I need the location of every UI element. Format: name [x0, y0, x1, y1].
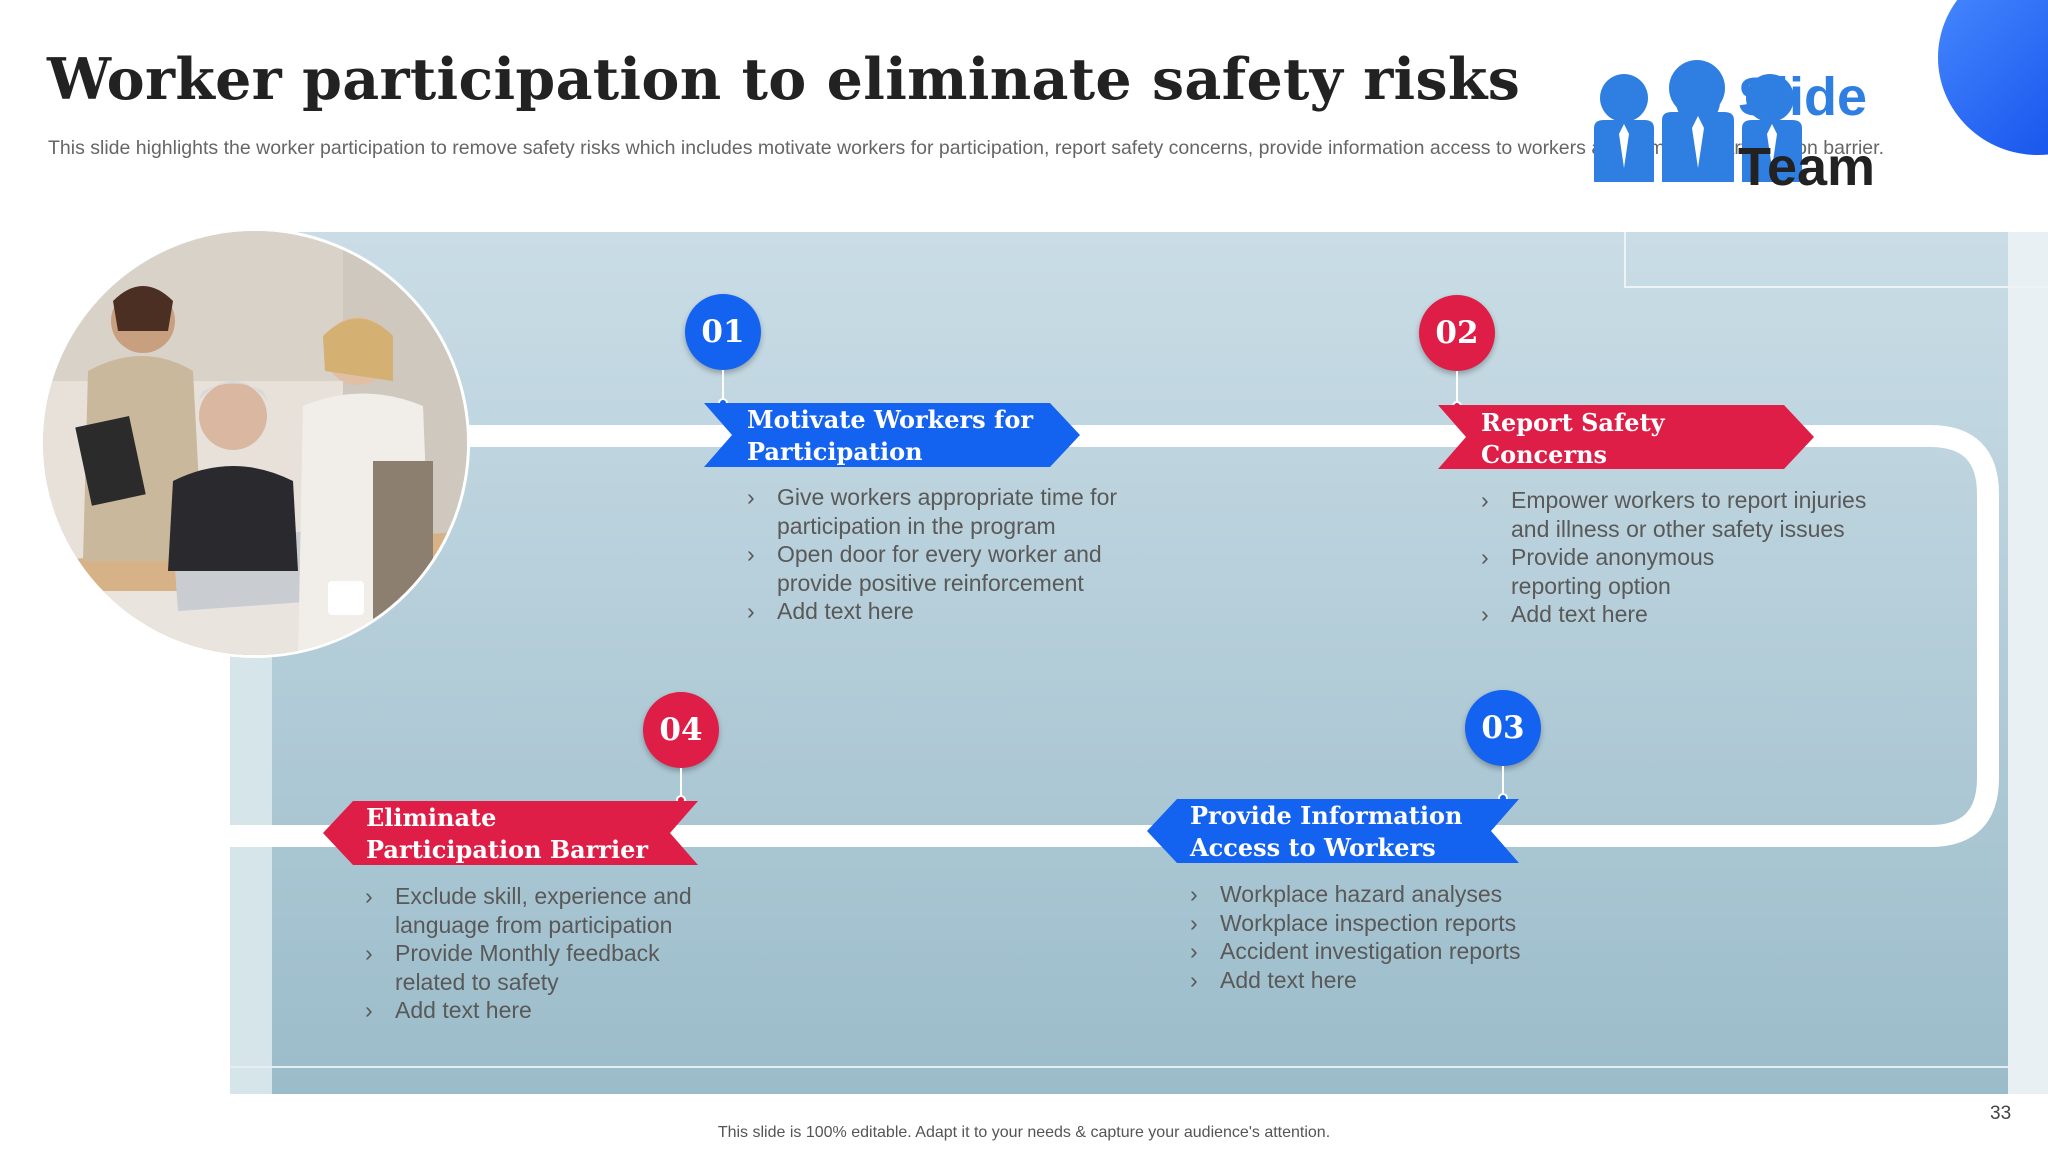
step-2-title-line-2: Concerns	[1481, 440, 1608, 469]
frame-outline	[1624, 232, 2048, 288]
step-1-bullet-3: Add text here	[747, 597, 1117, 626]
step-4-title-ribbon: Eliminate Participation Barrier	[323, 801, 698, 865]
step-3-connector	[1502, 766, 1504, 796]
step-1-number-badge: 01	[685, 294, 761, 370]
slide-title: Worker participation to eliminate safety…	[47, 46, 1521, 113]
footer-note: This slide is 100% editable. Adapt it to…	[717, 1124, 1331, 1141]
step-3-title-ribbon: Provide Information Access to Workers	[1147, 799, 1519, 863]
step-1-title-ribbon: Motivate Workers for Participation	[704, 403, 1080, 467]
slide-subtitle: This slide highlights the worker partici…	[48, 137, 1884, 159]
step-4-connector	[680, 768, 682, 798]
step-1-title-line-1: Motivate Workers for	[747, 405, 1034, 434]
step-2-title-line-1: Report Safety	[1481, 408, 1665, 437]
step-3-title-line-1: Provide Information	[1190, 801, 1463, 830]
step-3-number-badge: 03	[1465, 690, 1541, 766]
business-team-photo	[40, 228, 470, 658]
step-1-connector	[722, 370, 724, 404]
step-4-title-line-2: Participation Barrier	[366, 835, 649, 864]
step-1-bullet-list: Give workers appropriate time forpartici…	[747, 483, 1117, 626]
step-2-number-badge: 02	[1419, 295, 1495, 371]
step-2-bullet-3: Add text here	[1481, 600, 1866, 629]
panel-bottom-line	[230, 1066, 2008, 1068]
step-1-title-line-2: Participation	[747, 437, 923, 466]
step-2-connector	[1456, 371, 1458, 405]
panel-right-strip	[2008, 232, 2048, 1094]
step-4-number-badge: 04	[643, 692, 719, 768]
logo-text-slide: Slide	[1738, 67, 1868, 127]
step-1-bullet-1: Give workers appropriate time forpartici…	[747, 483, 1117, 540]
step-3-bullet-4: Add text here	[1190, 966, 1520, 995]
step-4-bullet-3: Add text here	[365, 996, 692, 1025]
page-number: 33	[1990, 1103, 2012, 1124]
step-3-bullet-1: Workplace hazard analyses	[1190, 880, 1520, 909]
logo-text-team: Team	[1738, 137, 1876, 197]
step-2-title-ribbon: Report Safety Concerns	[1438, 405, 1814, 469]
step-3-title-line-2: Access to Workers	[1190, 833, 1436, 862]
step-3-bullet-2: Workplace inspection reports	[1190, 909, 1520, 938]
step-3-bullet-3: Accident investigation reports	[1190, 937, 1520, 966]
team-people-icon	[1594, 60, 1802, 182]
step-3-bullet-list: Workplace hazard analyses Workplace insp…	[1190, 880, 1520, 994]
step-4-title-line-1: Eliminate	[366, 803, 497, 832]
